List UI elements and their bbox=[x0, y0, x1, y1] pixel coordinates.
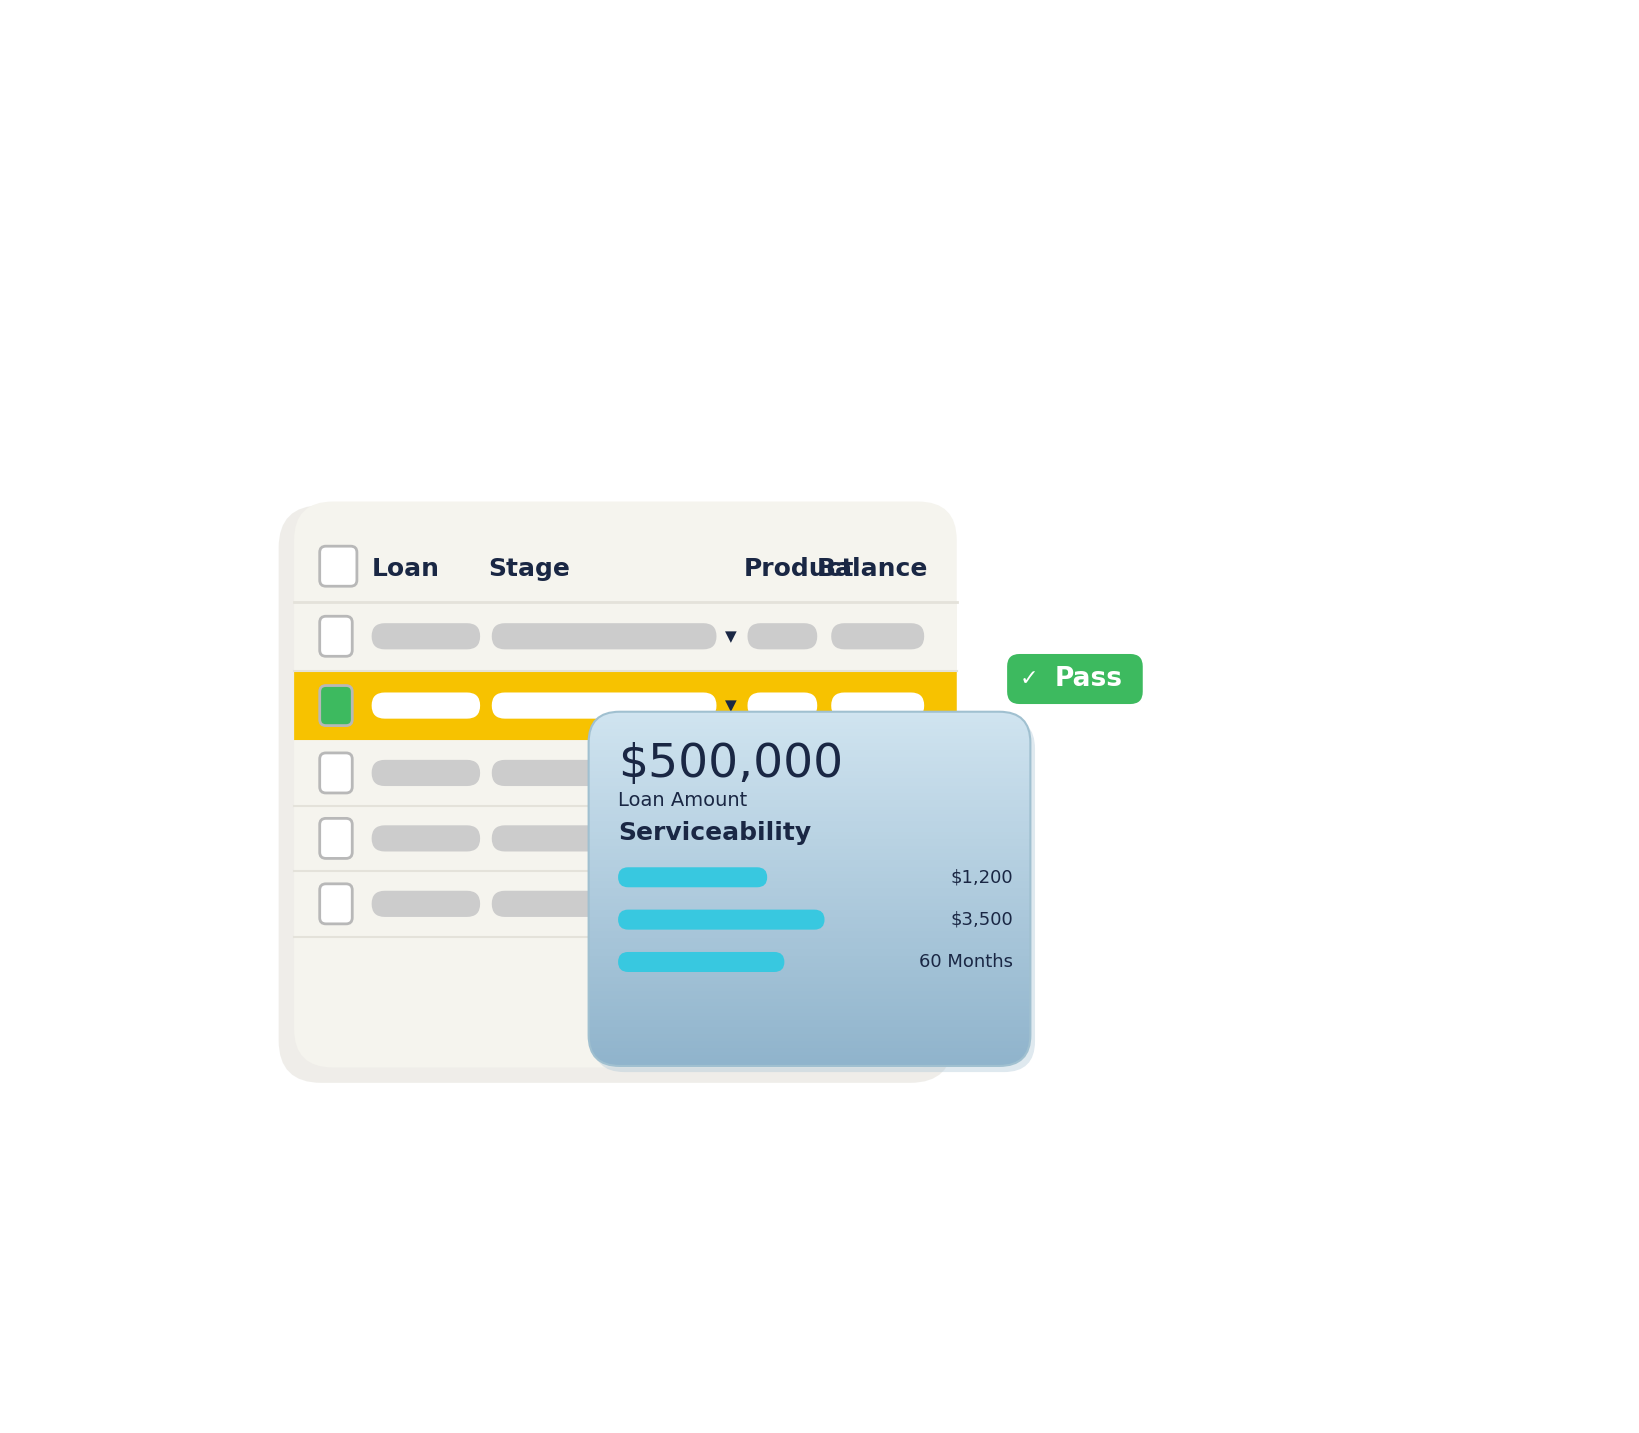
FancyBboxPatch shape bbox=[372, 825, 480, 851]
FancyBboxPatch shape bbox=[320, 818, 352, 858]
Text: ▼: ▼ bbox=[724, 831, 736, 845]
FancyBboxPatch shape bbox=[293, 871, 956, 937]
FancyBboxPatch shape bbox=[492, 623, 716, 649]
Text: $3,500: $3,500 bbox=[951, 910, 1013, 929]
Text: 60 Months: 60 Months bbox=[919, 953, 1013, 972]
FancyBboxPatch shape bbox=[320, 616, 352, 656]
FancyBboxPatch shape bbox=[320, 884, 352, 924]
FancyBboxPatch shape bbox=[492, 759, 716, 787]
FancyBboxPatch shape bbox=[747, 692, 816, 719]
FancyBboxPatch shape bbox=[618, 910, 824, 930]
Text: Serviceability: Serviceability bbox=[618, 821, 811, 845]
FancyBboxPatch shape bbox=[747, 623, 816, 649]
FancyBboxPatch shape bbox=[747, 891, 816, 917]
FancyBboxPatch shape bbox=[747, 759, 816, 787]
Text: Loan Amount: Loan Amount bbox=[618, 791, 747, 810]
Text: ▼: ▼ bbox=[724, 765, 736, 781]
FancyBboxPatch shape bbox=[293, 502, 956, 1068]
FancyBboxPatch shape bbox=[372, 759, 480, 787]
FancyBboxPatch shape bbox=[492, 692, 716, 719]
FancyBboxPatch shape bbox=[320, 685, 352, 725]
FancyBboxPatch shape bbox=[320, 546, 357, 586]
FancyBboxPatch shape bbox=[831, 825, 924, 851]
Text: Pass: Pass bbox=[1054, 666, 1121, 692]
FancyBboxPatch shape bbox=[831, 759, 924, 787]
FancyBboxPatch shape bbox=[279, 506, 952, 1083]
Text: $1,200: $1,200 bbox=[951, 868, 1013, 886]
Text: Balance: Balance bbox=[816, 556, 928, 580]
FancyBboxPatch shape bbox=[492, 891, 716, 917]
Text: $500,000: $500,000 bbox=[618, 742, 842, 787]
FancyBboxPatch shape bbox=[492, 825, 716, 851]
FancyBboxPatch shape bbox=[293, 741, 956, 805]
FancyBboxPatch shape bbox=[831, 692, 924, 719]
FancyBboxPatch shape bbox=[1006, 653, 1142, 704]
Text: Stage: Stage bbox=[487, 556, 569, 580]
FancyBboxPatch shape bbox=[372, 623, 480, 649]
FancyBboxPatch shape bbox=[372, 692, 480, 719]
FancyBboxPatch shape bbox=[831, 623, 924, 649]
FancyBboxPatch shape bbox=[618, 867, 767, 887]
Text: ▼: ▼ bbox=[724, 897, 736, 911]
FancyBboxPatch shape bbox=[293, 671, 956, 741]
FancyBboxPatch shape bbox=[593, 718, 1034, 1072]
Text: Loan: Loan bbox=[372, 556, 439, 580]
Text: ▼: ▼ bbox=[724, 629, 736, 643]
FancyBboxPatch shape bbox=[320, 752, 352, 792]
FancyBboxPatch shape bbox=[831, 891, 924, 917]
Text: Product: Product bbox=[742, 556, 854, 580]
FancyBboxPatch shape bbox=[293, 805, 956, 871]
Text: ▼: ▼ bbox=[724, 698, 736, 714]
FancyBboxPatch shape bbox=[372, 891, 480, 917]
Text: ✓: ✓ bbox=[1019, 669, 1037, 689]
FancyBboxPatch shape bbox=[293, 602, 956, 671]
FancyBboxPatch shape bbox=[747, 825, 816, 851]
FancyBboxPatch shape bbox=[618, 952, 783, 972]
